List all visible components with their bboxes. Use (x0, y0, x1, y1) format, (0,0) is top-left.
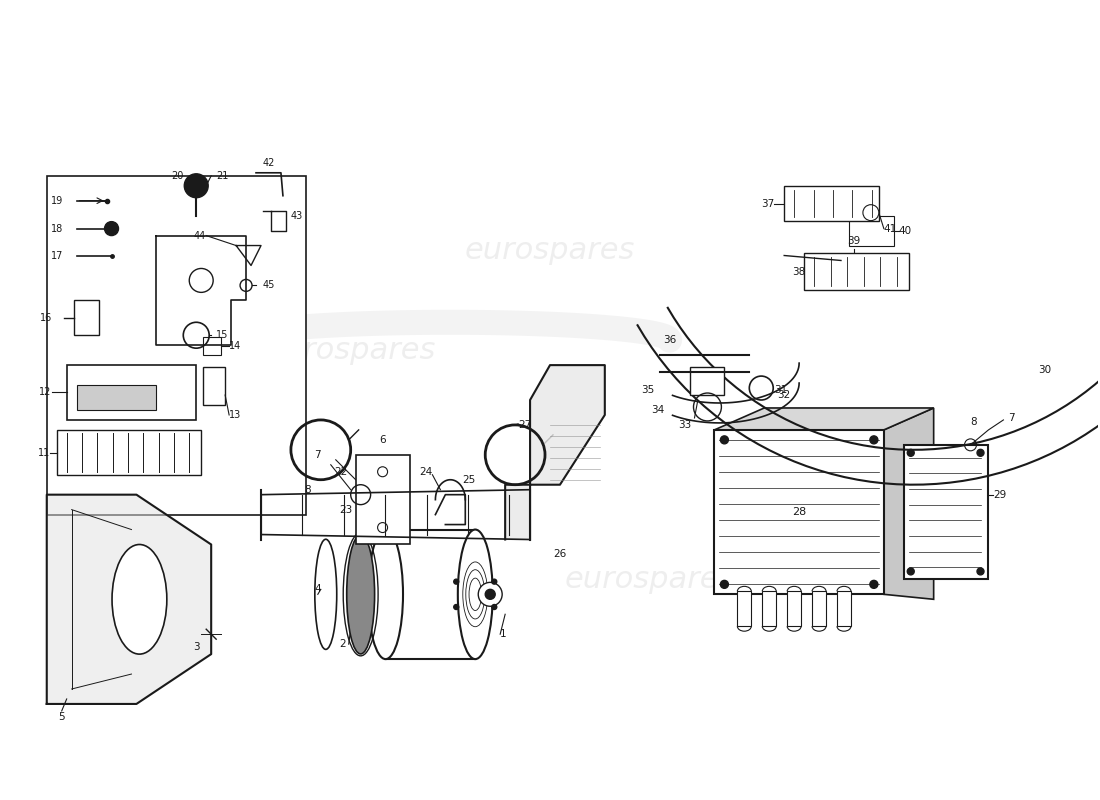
Text: eurospares: eurospares (465, 236, 635, 265)
Bar (386, 530, 475, 659)
Circle shape (185, 174, 208, 198)
Bar (788, 591, 801, 626)
Text: 40: 40 (899, 226, 912, 235)
Text: 7: 7 (315, 450, 321, 460)
Text: 11: 11 (37, 448, 50, 458)
Text: 45: 45 (263, 280, 275, 290)
Text: 16: 16 (40, 314, 52, 323)
Text: 20: 20 (170, 170, 184, 181)
Polygon shape (883, 408, 934, 599)
Bar (690, 367, 725, 395)
Text: 12: 12 (40, 387, 52, 397)
Bar (849, 216, 894, 246)
Text: 26: 26 (553, 550, 566, 559)
Bar (204, 338, 221, 355)
Text: 36: 36 (663, 335, 676, 346)
Circle shape (492, 579, 497, 584)
Text: 27: 27 (518, 420, 531, 430)
Bar (904, 445, 989, 579)
Text: 2: 2 (339, 639, 345, 649)
Bar (355, 455, 410, 545)
Circle shape (870, 436, 878, 444)
Text: 42: 42 (263, 158, 275, 168)
Text: 38: 38 (792, 267, 806, 278)
Circle shape (720, 436, 728, 444)
Text: 24: 24 (419, 466, 432, 477)
Text: 3: 3 (192, 642, 199, 652)
Text: 32: 32 (778, 390, 791, 400)
Bar (737, 591, 751, 626)
Text: 15: 15 (217, 330, 229, 340)
Text: 39: 39 (847, 235, 860, 246)
Text: 13: 13 (229, 410, 241, 420)
Ellipse shape (458, 530, 493, 659)
Circle shape (478, 582, 503, 606)
Text: 23: 23 (339, 505, 352, 514)
Bar (77, 385, 156, 410)
Polygon shape (714, 408, 934, 430)
Text: 33: 33 (678, 420, 691, 430)
Text: 14: 14 (229, 341, 241, 351)
Polygon shape (505, 365, 605, 539)
Text: 21: 21 (217, 170, 229, 181)
Text: 6: 6 (379, 435, 386, 445)
Text: 7: 7 (1009, 413, 1015, 423)
Bar (837, 591, 851, 626)
Text: 37: 37 (761, 198, 774, 209)
Text: 1: 1 (500, 629, 507, 639)
Text: 17: 17 (52, 250, 64, 261)
Text: 30: 30 (1038, 365, 1052, 375)
Text: 31: 31 (774, 385, 788, 395)
Text: 5: 5 (58, 712, 65, 722)
Bar (57, 430, 201, 474)
Bar (204, 367, 226, 405)
Bar (67, 365, 196, 420)
Text: 44: 44 (194, 230, 206, 241)
Text: 4: 4 (315, 584, 321, 594)
Text: 34: 34 (651, 405, 664, 415)
Circle shape (908, 568, 914, 575)
Bar (762, 591, 777, 626)
Text: 8: 8 (305, 485, 311, 494)
Text: 25: 25 (462, 474, 475, 485)
Circle shape (870, 580, 878, 588)
Bar (714, 430, 883, 594)
Text: 43: 43 (290, 210, 304, 221)
Circle shape (453, 579, 459, 584)
Circle shape (908, 450, 914, 456)
Circle shape (104, 222, 119, 235)
Text: 22: 22 (334, 466, 348, 477)
Ellipse shape (346, 534, 375, 654)
Circle shape (720, 580, 728, 588)
Bar (812, 591, 826, 626)
Text: eurospares: eurospares (265, 336, 436, 365)
Text: 8: 8 (970, 417, 977, 427)
Ellipse shape (368, 530, 403, 659)
Circle shape (977, 450, 985, 456)
Text: 28: 28 (792, 507, 806, 517)
Circle shape (485, 590, 495, 599)
Circle shape (977, 568, 985, 575)
Circle shape (492, 605, 497, 610)
Circle shape (453, 605, 459, 610)
Text: 35: 35 (641, 385, 654, 395)
Bar (47, 176, 306, 514)
Bar (784, 186, 879, 221)
Text: 19: 19 (52, 196, 64, 206)
Polygon shape (47, 494, 211, 704)
Text: eurospares: eurospares (564, 565, 735, 594)
Bar (804, 253, 909, 290)
Bar (74, 300, 99, 335)
Text: 18: 18 (52, 223, 64, 234)
Text: 41: 41 (883, 223, 898, 234)
Text: 29: 29 (993, 490, 1007, 500)
Ellipse shape (112, 545, 167, 654)
